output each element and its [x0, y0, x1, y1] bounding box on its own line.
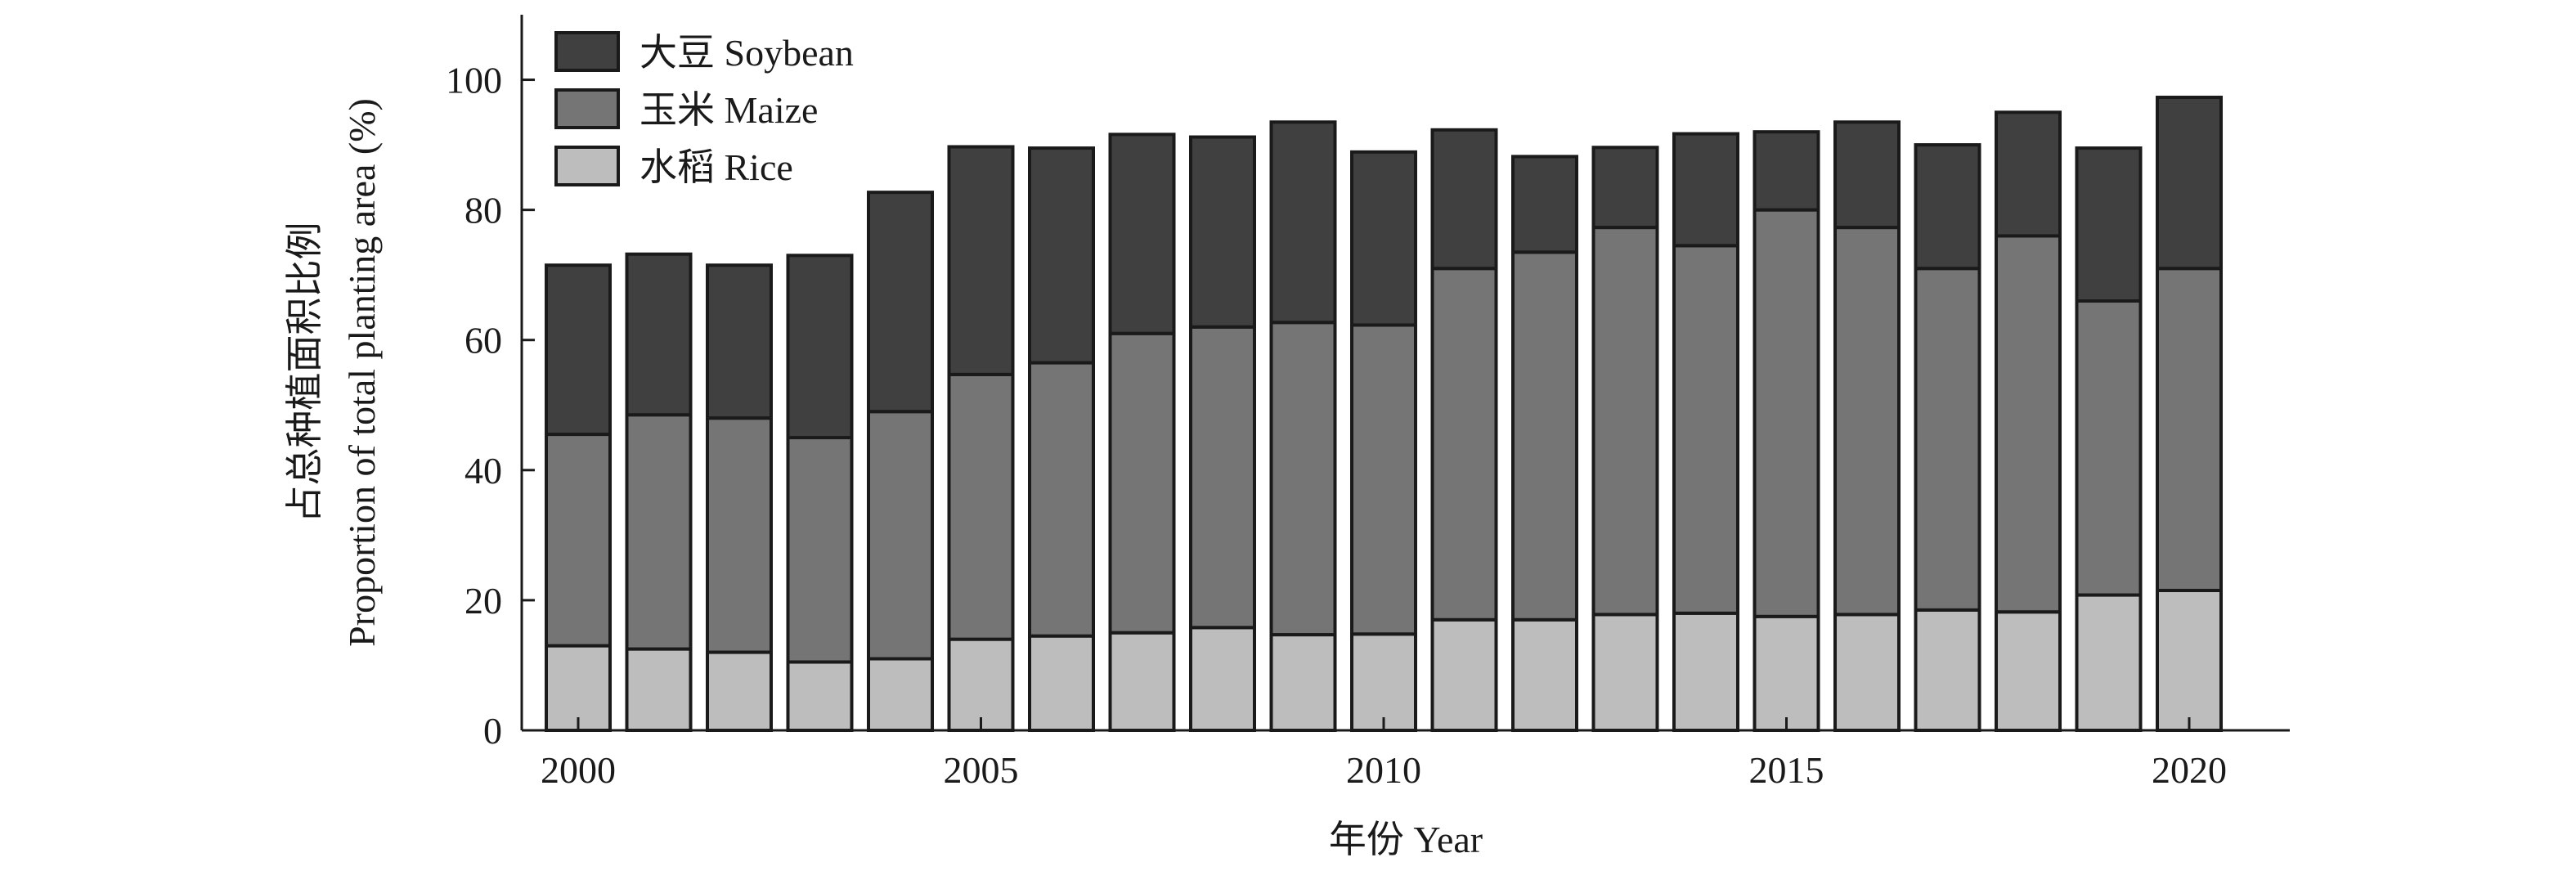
bar-rice-2018	[1995, 610, 2062, 733]
bar-soybean-2011	[1430, 128, 1498, 271]
bar-soybean-2002	[706, 263, 773, 420]
bar-maize-2017	[1914, 267, 1981, 612]
y-tick-label: 40	[464, 450, 502, 492]
bar-maize-2009	[1269, 321, 1337, 637]
bar-maize-2000	[545, 433, 612, 648]
x-tick-label: 2020	[2152, 749, 2227, 791]
bar-maize-2012	[1511, 250, 1578, 622]
bar-maize-2005	[947, 372, 1015, 641]
bar-rice-2011	[1430, 617, 1498, 732]
bar-soybean-2019	[2075, 146, 2143, 303]
bar-maize-2011	[1430, 267, 1498, 622]
y-axis-title-chinese: 占总种植面积比例	[284, 222, 325, 523]
bar-soybean-2018	[1995, 110, 2062, 238]
bar-rice-2001	[625, 647, 693, 732]
bar-rice-2009	[1269, 633, 1337, 732]
legend-label-rice: 水稻 Rice	[640, 146, 793, 188]
legend-label-maize: 玉米 Maize	[640, 89, 818, 131]
bar-rice-2005	[947, 637, 1015, 732]
y-tick-label: 60	[464, 320, 502, 361]
bar-soybean-2013	[1591, 146, 1659, 230]
bar-soybean-2014	[1672, 132, 1739, 248]
legend-swatch-rice	[554, 146, 620, 186]
bar-maize-2013	[1591, 226, 1659, 617]
bar-soybean-2005	[947, 145, 1015, 376]
bar-soybean-2001	[625, 252, 693, 417]
bar-rice-2003	[786, 660, 854, 733]
x-tick-label: 2000	[541, 749, 616, 791]
bar-maize-2006	[1028, 361, 1095, 638]
bar-rice-2004	[867, 657, 934, 732]
x-tick-label: 2010	[1346, 749, 1421, 791]
bar-maize-2014	[1672, 244, 1739, 615]
bar-soybean-2000	[545, 263, 612, 437]
bar-soybean-2007	[1108, 132, 1176, 335]
bar-soybean-2003	[786, 254, 854, 440]
bar-rice-2015	[1752, 614, 1820, 733]
axes-group: 0 20 40 60 80 100 2000 2005 2010 2015 2020	[446, 15, 2290, 791]
bar-rice-2014	[1672, 611, 1739, 732]
y-tick-label: 20	[464, 580, 502, 622]
bar-maize-2007	[1108, 331, 1176, 635]
bars-group	[545, 96, 2223, 733]
bar-rice-2007	[1108, 631, 1176, 733]
bar-rice-2016	[1833, 613, 1901, 733]
bar-rice-2012	[1511, 617, 1578, 732]
bar-maize-2019	[2075, 299, 2143, 597]
y-tick-label: 80	[464, 190, 502, 231]
x-axis-title: 年份 Year	[1329, 819, 1483, 860]
bar-maize-2001	[625, 413, 693, 651]
bar-maize-2016	[1833, 226, 1901, 617]
bar-maize-2020	[2156, 267, 2223, 592]
bar-rice-2006	[1028, 634, 1095, 733]
bar-maize-2015	[1752, 208, 1820, 618]
bar-soybean-2010	[1350, 150, 1417, 327]
legend-swatch-maize	[554, 88, 620, 129]
bar-soybean-2008	[1189, 135, 1256, 329]
legend: 大豆 Soybean 玉米 Maize 水稻 Rice	[554, 31, 854, 188]
bar-soybean-2020	[2156, 96, 2223, 271]
bar-maize-2010	[1350, 323, 1417, 636]
bar-soybean-2017	[1914, 143, 1981, 271]
bar-rice-2019	[2075, 593, 2143, 733]
bar-maize-2004	[867, 410, 934, 661]
bar-rice-2008	[1189, 626, 1256, 732]
bar-rice-2020	[2156, 588, 2223, 733]
bar-rice-2010	[1350, 632, 1417, 732]
bar-soybean-2006	[1028, 146, 1095, 365]
legend-swatch-soybean	[554, 31, 620, 72]
y-tick-label: 100	[446, 60, 502, 101]
bar-rice-2002	[706, 650, 773, 733]
y-axis-title-english: Proportion of total planting area (%)	[341, 98, 383, 647]
bar-soybean-2009	[1269, 120, 1337, 325]
bar-maize-2003	[786, 436, 854, 664]
bar-soybean-2016	[1833, 120, 1901, 230]
bar-maize-2002	[706, 416, 773, 654]
x-tick-label: 2005	[944, 749, 1019, 791]
bar-maize-2008	[1189, 325, 1256, 630]
bar-maize-2018	[1995, 234, 2062, 614]
legend-label-soybean: 大豆 Soybean	[640, 32, 854, 74]
bar-soybean-2015	[1752, 130, 1820, 212]
x-tick-label: 2015	[1749, 749, 1824, 791]
y-tick-label: 0	[483, 710, 502, 752]
bar-rice-2017	[1914, 608, 1981, 732]
bar-soybean-2012	[1511, 155, 1578, 254]
bar-soybean-2004	[867, 191, 934, 414]
bar-rice-2013	[1591, 613, 1659, 733]
